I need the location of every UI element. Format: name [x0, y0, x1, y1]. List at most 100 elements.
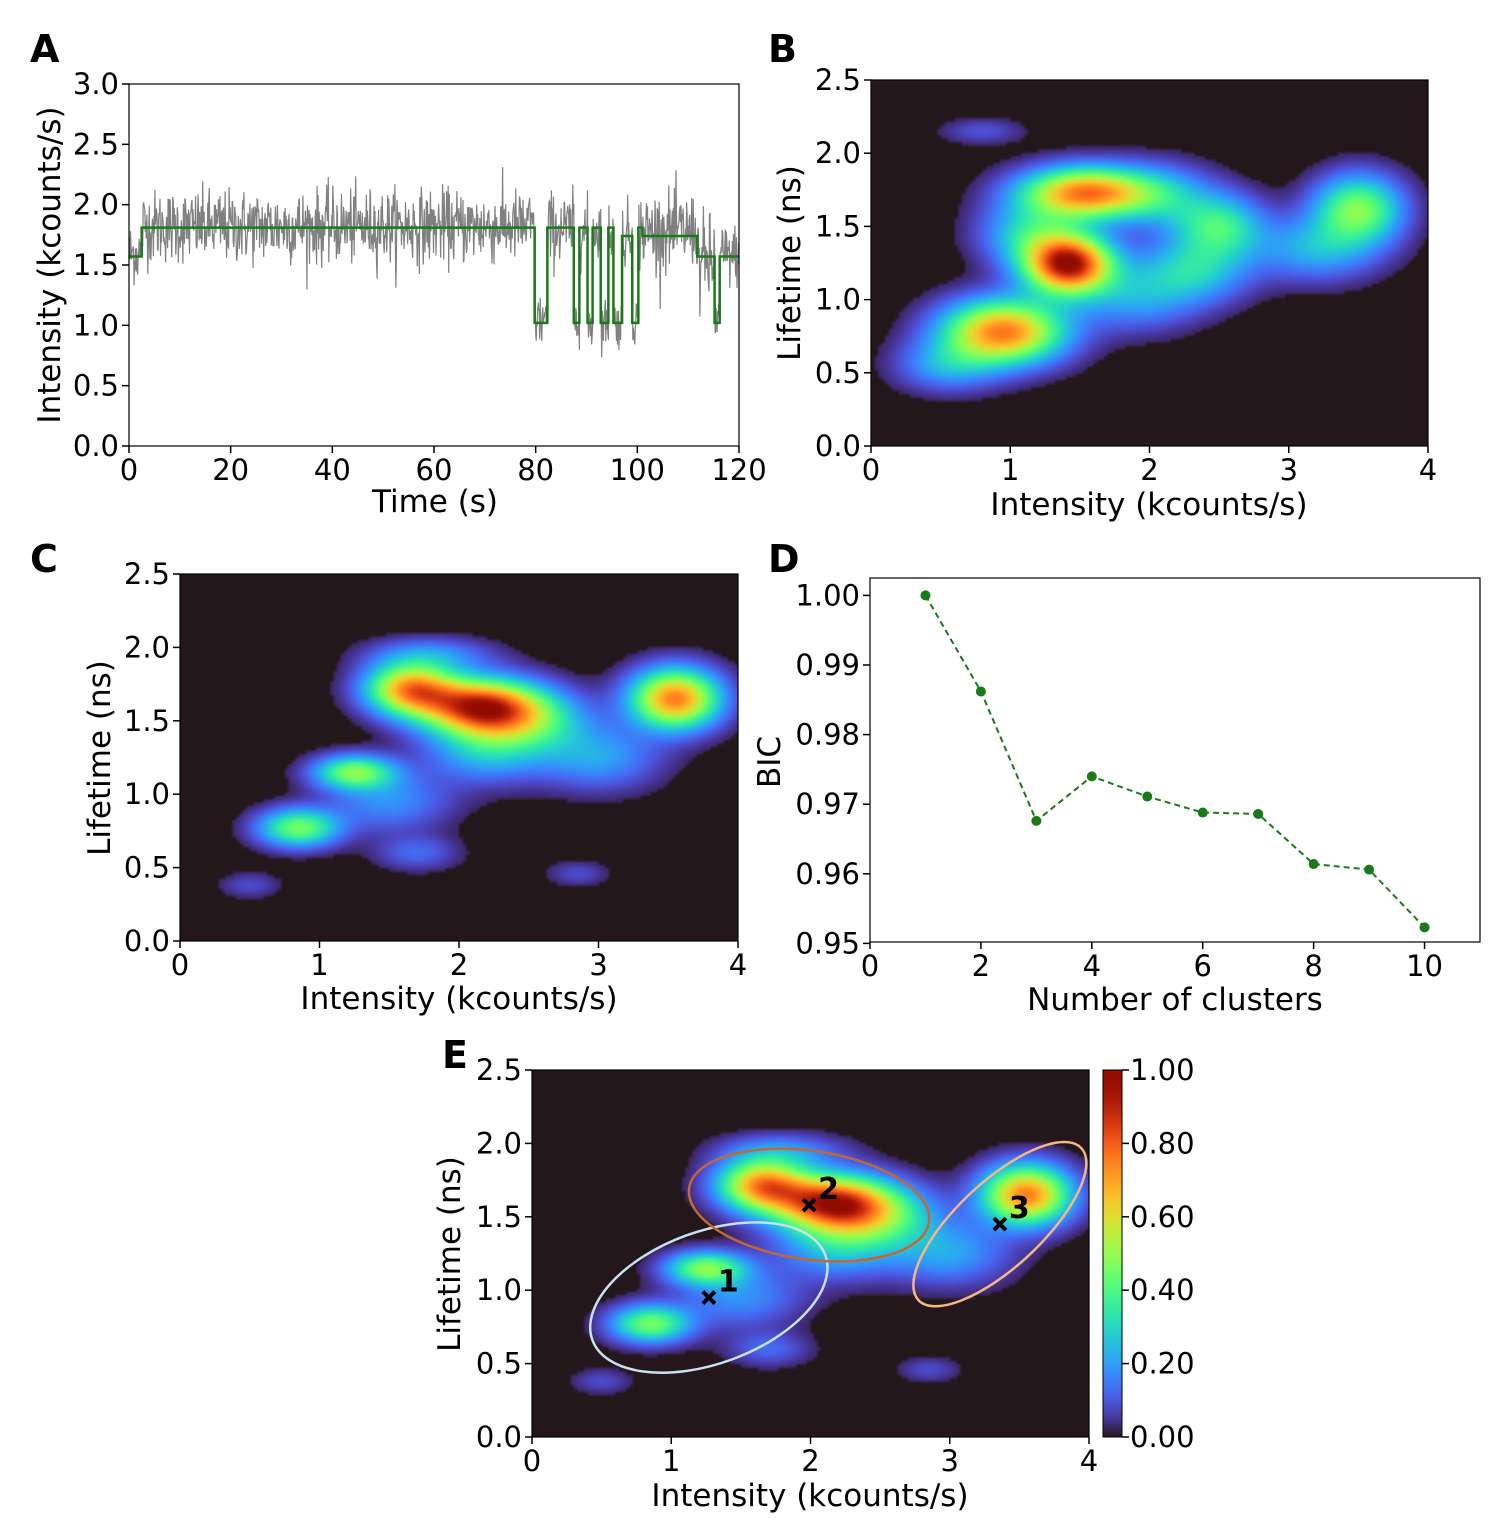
panel-b-ytick-label: 0.0: [815, 429, 861, 463]
cluster-label-2: 2: [818, 1172, 839, 1207]
panel-b-ytick-label: 1.5: [815, 209, 861, 243]
panel-b-density-image: [871, 80, 1428, 446]
panel-a-ytick-label: 1.0: [73, 308, 119, 342]
panel-label-b: B: [768, 27, 797, 71]
change-point-step-line: [129, 226, 739, 325]
panel-d-ytick-label: 0.96: [795, 857, 860, 891]
panel-a-xtick-label: 100: [610, 453, 665, 487]
bic-point-6: [1197, 807, 1208, 818]
cluster-center-marker-3: [992, 1216, 1008, 1232]
panel-a-xtick-label: 20: [212, 453, 249, 487]
panel-e-ylabel: Lifetime (ns): [432, 1156, 468, 1352]
panel-a-ytick-label: 0.5: [73, 369, 119, 403]
panel-c-ytick-label: 0.0: [124, 924, 170, 958]
colorbar-tick-label: 0.80: [1130, 1126, 1195, 1160]
cluster-ellipse-2: [687, 1147, 931, 1263]
panel-a-xtick-label: 0: [120, 453, 138, 487]
colorbar-tick-label: 0.20: [1130, 1347, 1195, 1381]
panel-b-frame: [870, 79, 1429, 447]
panel-b-axes: 0 1 2 3 4 0.0 0.5 1.0 1.5 2.0 2.5: [815, 63, 1437, 487]
panel-a-ytick-label: 2.5: [73, 127, 119, 161]
panel-b-ytick-label: 1.0: [815, 283, 861, 317]
panel-d-xtick-label: 2: [972, 949, 990, 983]
panel-e-ytick-label: 2.5: [476, 1053, 522, 1087]
panel-e-ytick-label: 0.5: [476, 1347, 522, 1381]
panel-c-xlabel: Intensity (kcounts/s): [300, 981, 617, 1017]
panel-e-density-image: [532, 1070, 1089, 1437]
intensity-trace-line: [128, 167, 740, 358]
cluster-label-3: 3: [1009, 1191, 1030, 1226]
bic-dashed-line: [924, 594, 1426, 929]
panel-label-a: A: [30, 27, 60, 71]
panel-e-xtick-label: 4: [1080, 1444, 1098, 1478]
panel-c-xtick-label: 1: [310, 948, 328, 982]
panel-label-e: E: [442, 1033, 468, 1077]
panel-c-density-image: [180, 574, 738, 941]
panel-e-ytick-label: 2.0: [476, 1126, 522, 1160]
bic-point-10: [1419, 922, 1430, 933]
panel-e-ytick-label: 0.0: [476, 1420, 522, 1454]
panel-e-xtick-label: 0: [523, 1444, 541, 1478]
panel-e-xtick-label: 1: [662, 1444, 680, 1478]
bic-point-9: [1364, 864, 1375, 875]
bic-point-1: [920, 590, 931, 601]
panel-c-ytick-label: 0.5: [124, 851, 170, 885]
panel-b-xtick-label: 1: [1001, 453, 1019, 487]
bic-point-5: [1142, 791, 1153, 802]
panel-b-xtick-label: 2: [1140, 453, 1158, 487]
cluster-label-1: 1: [718, 1265, 739, 1300]
bic-point-2: [975, 686, 986, 697]
panel-b-ytick-label: 2.5: [815, 63, 861, 97]
panel-d-ytick-label: 0.99: [795, 648, 860, 682]
panel-a-xtick-label: 40: [314, 453, 351, 487]
cluster-center-marker-2: [801, 1197, 817, 1213]
panel-a-axes: 0 20 40 60 80 100 120 0.0 0.5 1.0 1.5 2.0 2.5 3.0: [73, 67, 767, 487]
panel-c-axes: 0 1 2 3 4 0.0 0.5 1.0 1.5 2.0 2.5: [124, 557, 747, 982]
panel-a-xlabel: Time (s): [371, 484, 498, 520]
panel-b-xtick-label: 3: [1280, 453, 1298, 487]
panel-d-ytick-label: 0.97: [795, 787, 860, 821]
bic-point-4: [1086, 771, 1097, 782]
colorbar-tick-label: 1.00: [1130, 1053, 1195, 1087]
panel-d-xlabel: Number of clusters: [1027, 982, 1323, 1018]
cluster-center-marker-1: [701, 1290, 717, 1305]
panel-a-xtick-label: 60: [416, 453, 453, 487]
panel-c-ytick-label: 2.0: [124, 630, 170, 664]
panel-e-clusters: 1 2 3: [588, 1140, 1088, 1374]
panel-c-frame: [179, 573, 739, 942]
cluster-ellipse-3: [912, 1140, 1088, 1308]
panel-d-frame: [869, 577, 1481, 943]
panel-d-xtick-label: 0: [861, 949, 879, 983]
bic-point-8: [1308, 859, 1319, 870]
panel-b-xlabel: Intensity (kcounts/s): [990, 487, 1307, 523]
panel-d-ytick-label: 1.00: [795, 578, 860, 612]
panel-b-ytick-label: 0.5: [815, 356, 861, 390]
panel-c-ytick-label: 2.5: [124, 557, 170, 591]
panel-c-xtick-label: 4: [729, 948, 747, 982]
panel-a-ytick-label: 0.0: [73, 429, 119, 463]
bic-point-3: [1031, 815, 1042, 826]
panel-d-xtick-label: 4: [1083, 949, 1101, 983]
panel-a-xtick-label: 80: [517, 453, 554, 487]
panel-a-ylabel: Intensity (kcounts/s): [32, 106, 68, 423]
panel-d-xtick-label: 10: [1406, 949, 1443, 983]
panel-d-xtick-label: 8: [1304, 949, 1322, 983]
colorbar-tick-label: 0.00: [1130, 1420, 1195, 1454]
panel-b-xtick-label: 0: [862, 453, 880, 487]
panel-e-xlabel: Intensity (kcounts/s): [651, 1478, 968, 1514]
panel-c-ylabel: Lifetime (ns): [82, 660, 118, 856]
panel-c-xtick-label: 0: [171, 948, 189, 982]
panel-a-ytick-label: 3.0: [73, 67, 119, 101]
panel-d-ytick-label: 0.98: [795, 718, 860, 752]
panel-a-xtick-label: 120: [711, 453, 766, 487]
panel-a-frame: [128, 83, 740, 447]
panel-label-c: C: [30, 537, 58, 581]
panel-label-d: D: [768, 537, 800, 581]
colorbar: [1102, 1069, 1123, 1438]
colorbar-tick-label: 0.40: [1130, 1273, 1195, 1307]
panel-e-xtick-label: 3: [941, 1444, 959, 1478]
panel-a-ytick-label: 2.0: [73, 188, 119, 222]
panel-d-xtick-label: 6: [1194, 949, 1212, 983]
